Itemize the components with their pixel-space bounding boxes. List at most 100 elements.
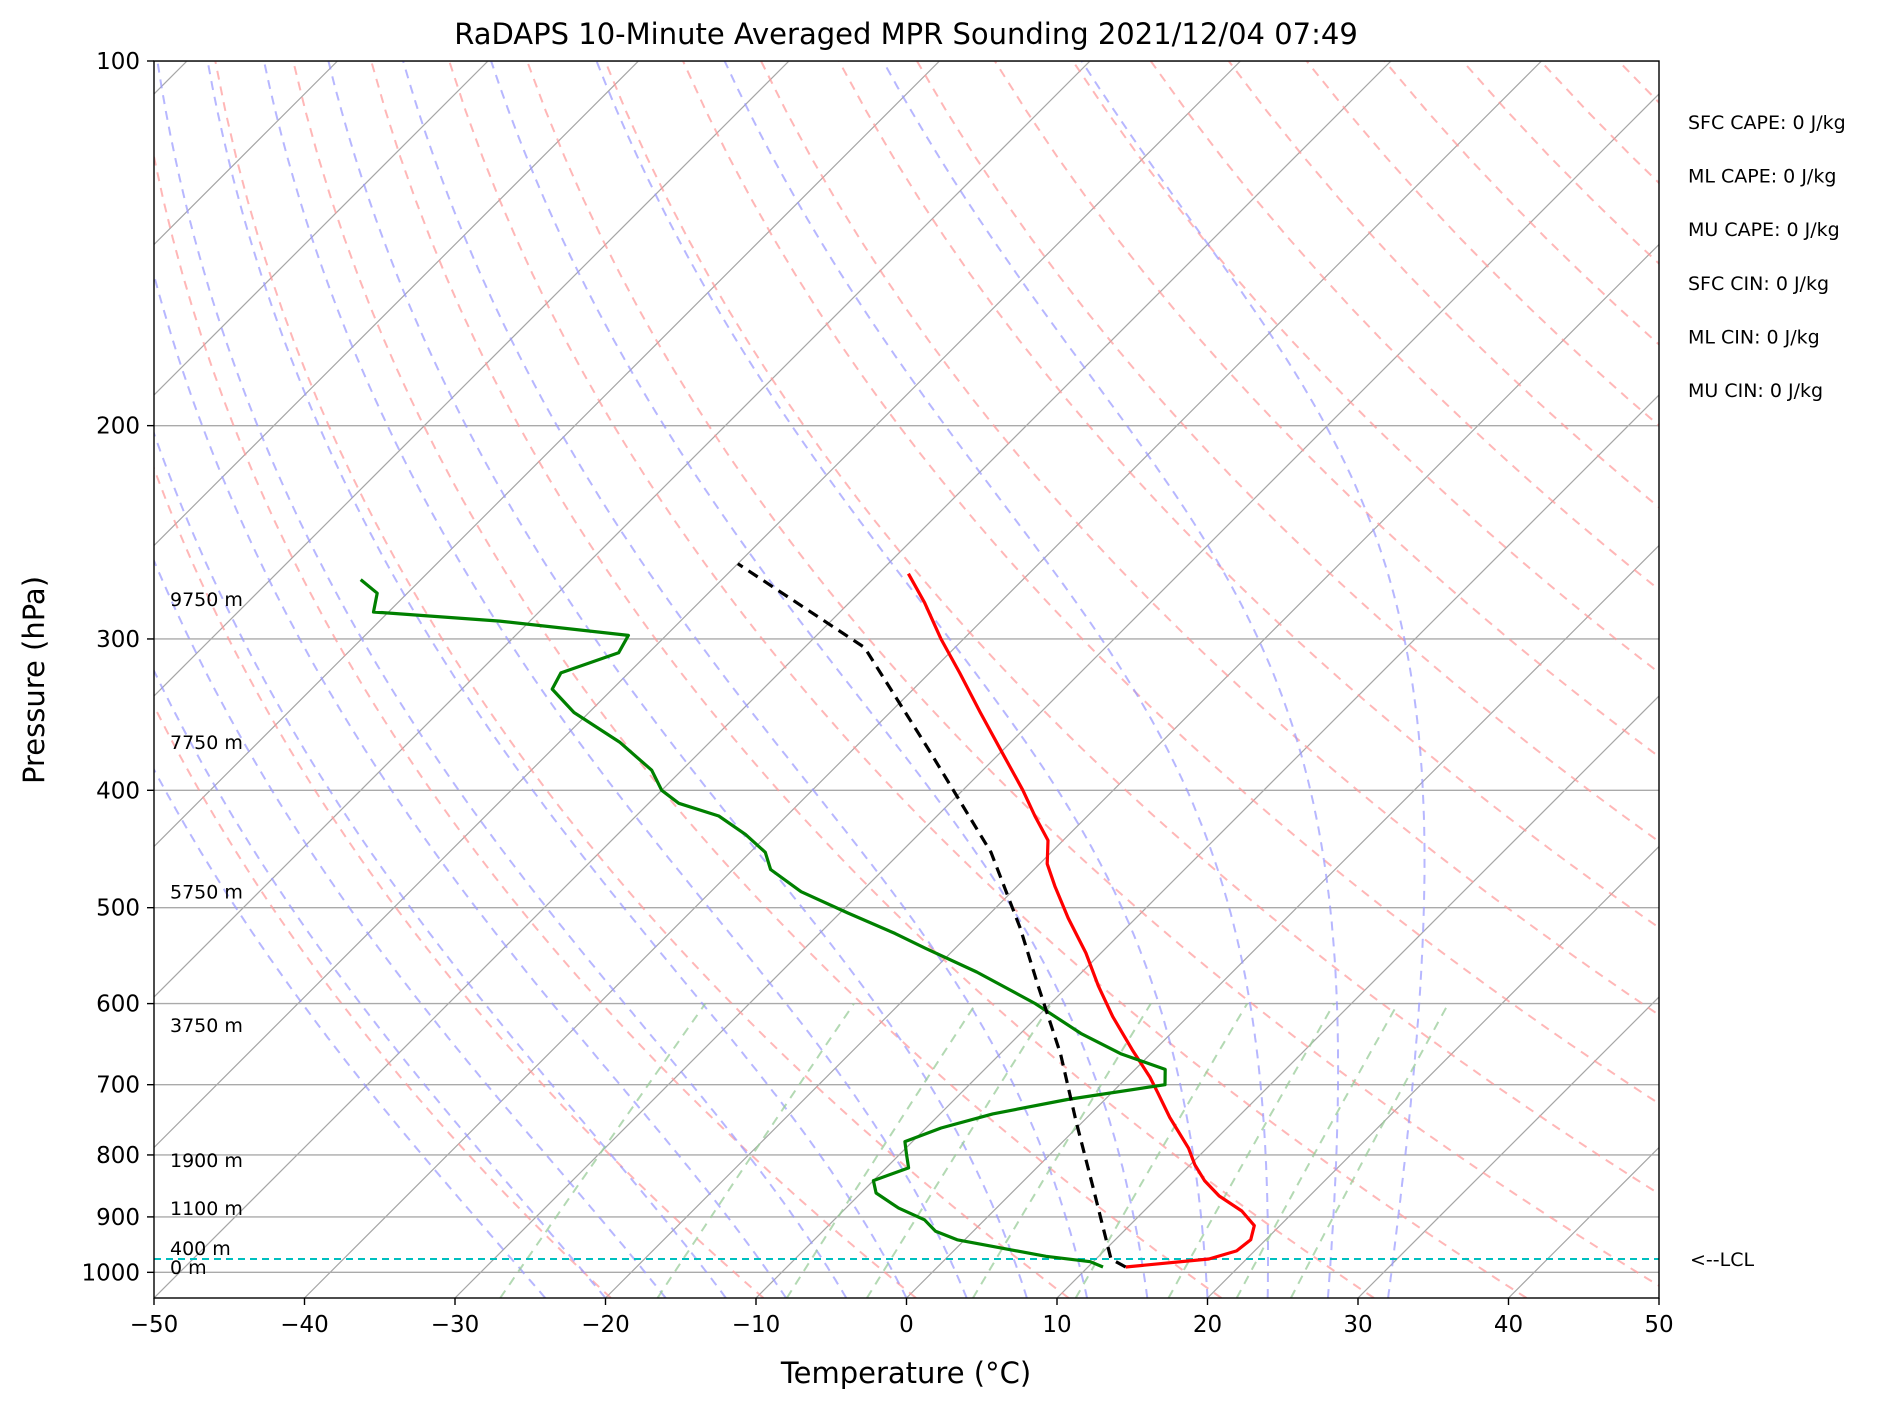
isotherm-line xyxy=(1658,1297,1659,1298)
moist-adiabat-line xyxy=(1080,61,1426,1298)
x-axis-ticks: −50 −40 −30 −20 −10 0 10 20 30 40 50 xyxy=(130,1298,1674,1338)
x-tick-label: −10 xyxy=(732,1312,781,1338)
dry-adiabat-line xyxy=(154,465,765,1298)
moist-adiabat-line xyxy=(263,61,968,1298)
data-series xyxy=(359,562,1256,1269)
dry-adiabat-line xyxy=(154,151,917,1298)
moist-adiabat-line xyxy=(595,61,1209,1298)
dry-adiabat-line xyxy=(1539,61,1659,185)
height-label: 5750 m xyxy=(170,882,243,904)
isotherm-line xyxy=(154,61,489,396)
isotherm-line xyxy=(1056,695,1659,1298)
stability-index: SFC CAPE: 0 J/kg xyxy=(1688,112,1846,134)
stability-index: SFC CIN: 0 J/kg xyxy=(1688,273,1829,295)
mixing-ratio-line xyxy=(1167,1003,1335,1298)
isotherm-line xyxy=(154,61,1392,1298)
y-tick-label: 1000 xyxy=(81,1260,140,1286)
dry-adiabat-line xyxy=(760,61,1659,1017)
isotherm-line xyxy=(1357,996,1659,1298)
temperature-profile-line xyxy=(907,572,1256,1269)
height-label: 1900 m xyxy=(170,1150,243,1172)
y-tick-label: 700 xyxy=(96,1073,140,1099)
y-tick-label: 400 xyxy=(96,778,140,804)
mixing-ratio-line xyxy=(972,1003,1152,1298)
dry-adiabat-line xyxy=(604,61,1659,1196)
x-tick-label: 0 xyxy=(899,1312,914,1338)
x-axis-label: Temperature (°C) xyxy=(780,1356,1031,1390)
moist-adiabat-line xyxy=(154,430,727,1298)
dewpoint-profile-line xyxy=(359,578,1167,1269)
dry-adiabat-line xyxy=(1696,61,1882,1298)
stability-index: MU CAPE: 0 J/kg xyxy=(1688,219,1840,241)
isotherm-line xyxy=(755,394,1659,1298)
dry-adiabat-line xyxy=(682,61,1659,1105)
mixing-ratio-line xyxy=(656,1003,855,1298)
mixing-ratio-line xyxy=(1074,1003,1249,1298)
stability-indices: SFC CAPE: 0 J/kg ML CAPE: 0 J/kg MU CAPE: … xyxy=(1688,112,1846,402)
y-tick-label: 900 xyxy=(96,1205,140,1231)
isotherm-line xyxy=(454,93,1659,1298)
dry-adiabat-line xyxy=(1383,61,1659,346)
isotherm-line xyxy=(154,61,1091,998)
lcl-label: <--LCL xyxy=(1690,1249,1754,1271)
y-tick-label: 100 xyxy=(96,49,140,75)
dry-adiabat-line xyxy=(1617,61,1659,105)
isotherm-line xyxy=(605,243,1659,1298)
parcel-profile-line xyxy=(736,562,1127,1269)
isotherm-line xyxy=(1810,61,1882,1298)
x-tick-label: −50 xyxy=(130,1312,179,1338)
moist-adiabat-line xyxy=(723,61,1269,1298)
mixing-ratio-line xyxy=(785,1003,977,1298)
y-axis-label: Pressure (hPa) xyxy=(17,576,51,784)
mixing-ratio-line xyxy=(1235,1003,1399,1298)
height-label: 9750 m xyxy=(170,589,243,611)
height-label: 400 m xyxy=(170,1238,231,1260)
moist-adiabat-line xyxy=(206,61,908,1298)
isotherm-line xyxy=(154,61,1241,1149)
stability-index: MU CIN: 0 J/kg xyxy=(1688,380,1823,402)
moist-adiabat-line xyxy=(490,61,1149,1298)
dry-adiabat-line xyxy=(526,61,1659,1287)
chart-title: RaDAPS 10-Minute Averaged MPR Sounding 2… xyxy=(454,17,1358,51)
y-tick-label: 200 xyxy=(96,414,140,440)
dry-adiabat-line xyxy=(292,61,1222,1298)
moist-adiabat-line xyxy=(154,558,667,1298)
background-lines xyxy=(154,61,1882,1298)
stability-index: ML CIN: 0 J/kg xyxy=(1688,326,1820,348)
x-tick-label: 30 xyxy=(1343,1312,1372,1338)
isotherm-line xyxy=(906,544,1659,1298)
mixing-ratio-line xyxy=(866,1003,1053,1298)
y-tick-label: 300 xyxy=(96,627,140,653)
x-tick-label: 10 xyxy=(1042,1312,1071,1338)
dry-adiabat-line xyxy=(993,61,1659,758)
x-tick-label: −30 xyxy=(431,1312,480,1338)
moist-adiabat-line xyxy=(882,61,1340,1298)
isotherm-line xyxy=(154,61,940,848)
height-label: 0 m xyxy=(170,1257,207,1279)
isotherm-line xyxy=(304,61,1542,1298)
height-label: 3750 m xyxy=(170,1015,243,1037)
stability-index: ML CAPE: 0 J/kg xyxy=(1688,166,1836,188)
isotherm-line xyxy=(154,61,639,547)
mixing-ratio-line xyxy=(1290,1003,1450,1298)
y-tick-label: 800 xyxy=(96,1143,140,1169)
moist-adiabat-line xyxy=(327,61,1028,1298)
x-tick-label: −20 xyxy=(581,1312,630,1338)
moist-adiabat-line xyxy=(154,668,607,1298)
y-tick-label: 600 xyxy=(96,992,140,1018)
height-label: 7750 m xyxy=(170,732,243,754)
moist-adiabat-line xyxy=(154,271,787,1298)
isotherm-line xyxy=(154,61,790,697)
isotherm-line xyxy=(1207,845,1659,1298)
dry-adiabat-line xyxy=(1852,61,1882,1298)
dry-adiabat-line xyxy=(214,61,1070,1298)
plot-frame xyxy=(153,60,1660,1299)
height-label: 1100 m xyxy=(170,1198,243,1220)
y-axis-ticks: 100 200 300 400 500 600 700 800 900 1000 xyxy=(81,49,154,1286)
x-tick-label: 50 xyxy=(1644,1312,1673,1338)
x-tick-label: 20 xyxy=(1193,1312,1222,1338)
dry-adiabat-line xyxy=(448,61,1528,1298)
moist-adiabat-line xyxy=(154,767,547,1298)
moist-adiabat-line xyxy=(156,61,848,1298)
